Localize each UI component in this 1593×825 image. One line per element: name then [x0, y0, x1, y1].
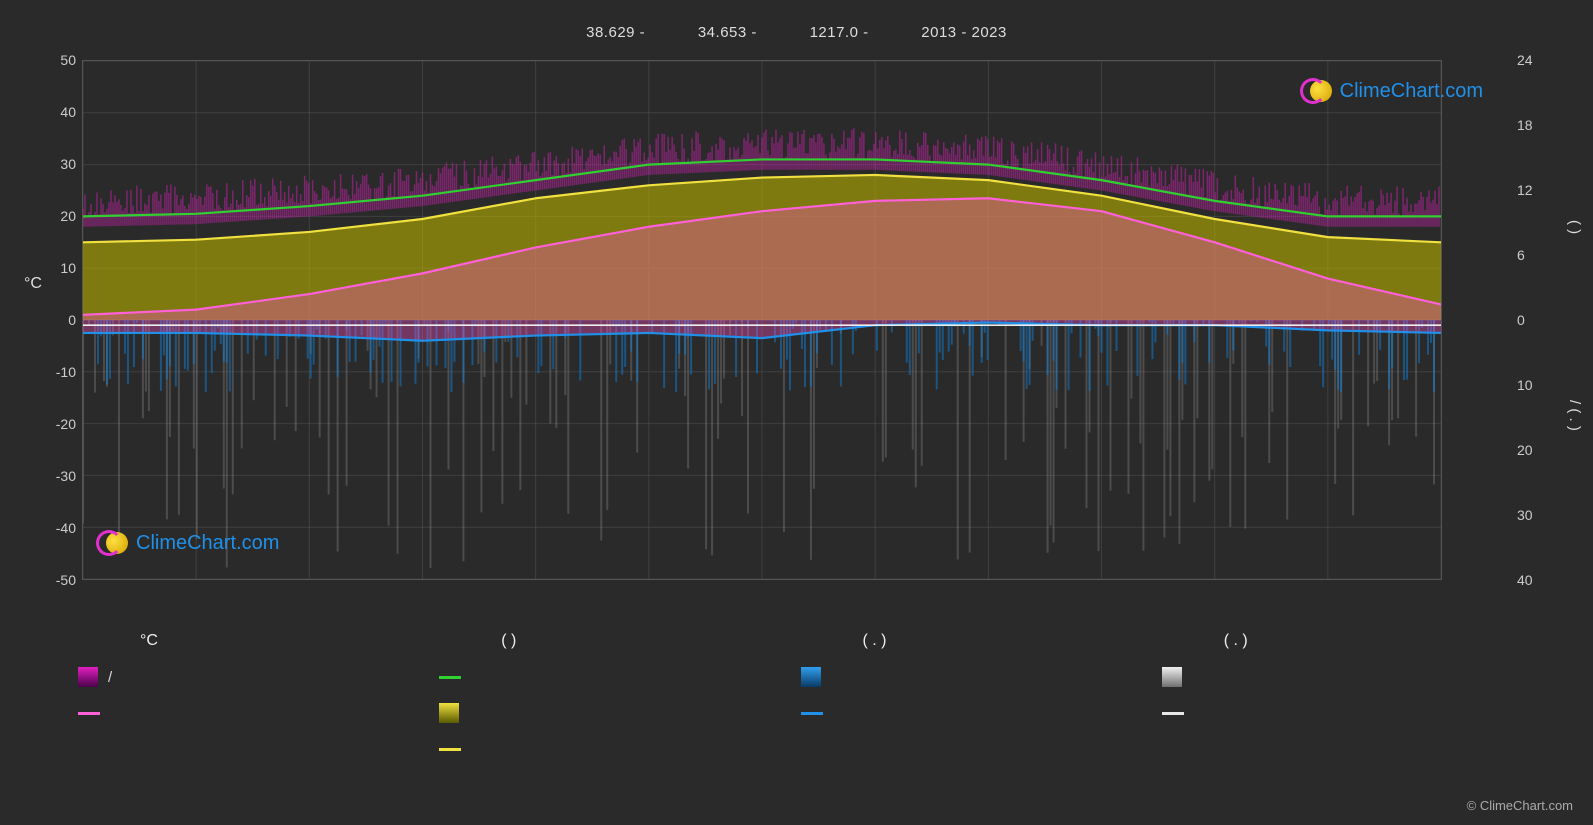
legend-header: ( . ) [1158, 628, 1519, 654]
y-tick-right: 40 [1517, 572, 1533, 588]
y-tick-left: -40 [56, 520, 76, 536]
y-tick-left: 40 [60, 104, 76, 120]
legend: °C( )( . )( . )/ [74, 628, 1519, 762]
y-tick-right: 6 [1517, 247, 1525, 263]
y-tick-left: -20 [56, 416, 76, 432]
legend-item [797, 736, 1158, 762]
climate-chart [82, 60, 1442, 580]
y-axis-right-label-lower: / ( . ) [1566, 400, 1583, 431]
legend-header: ( . ) [797, 628, 1158, 654]
legend-item [435, 700, 796, 726]
meta-lat: 38.629 - [586, 24, 645, 41]
climechart-icon [96, 530, 130, 556]
legend-item [74, 736, 435, 762]
y-tick-right: 24 [1517, 52, 1533, 68]
brand-logo-top: ClimeChart.com [1300, 78, 1483, 104]
chart-metadata: 38.629 - 34.653 - 1217.0 - 2013 - 2023 [0, 24, 1593, 41]
legend-item [797, 664, 1158, 690]
legend-item [435, 664, 796, 690]
x-ticks [82, 584, 1442, 604]
y-tick-left: 20 [60, 208, 76, 224]
meta-years: 2013 - 2023 [921, 24, 1007, 41]
legend-label: / [108, 669, 112, 686]
y-axis-right-label-upper: ( ) [1566, 220, 1583, 234]
y-tick-left: -50 [56, 572, 76, 588]
y-tick-right: 30 [1517, 507, 1533, 523]
brand-text: ClimeChart.com [136, 532, 279, 555]
y-tick-left: 10 [60, 260, 76, 276]
legend-item [1158, 664, 1519, 690]
chart-svg [83, 61, 1441, 579]
y-tick-left: 30 [60, 156, 76, 172]
legend-header: ( ) [435, 628, 796, 654]
meta-lon: 34.653 - [698, 24, 757, 41]
y-tick-right: 18 [1517, 117, 1533, 133]
y-tick-right: 0 [1517, 312, 1525, 328]
y-tick-left: 0 [68, 312, 76, 328]
legend-item [435, 736, 796, 762]
legend-item [74, 700, 435, 726]
climechart-icon [1300, 78, 1334, 104]
legend-item [797, 700, 1158, 726]
y-tick-right: 12 [1517, 182, 1533, 198]
y-tick-left: 50 [60, 52, 76, 68]
y-tick-right: 20 [1517, 442, 1533, 458]
copyright: © ClimeChart.com [1467, 798, 1573, 813]
brand-text: ClimeChart.com [1340, 80, 1483, 103]
y-ticks-right: 2418126010203040 [1513, 60, 1549, 580]
legend-header: °C [74, 628, 435, 654]
legend-item [1158, 736, 1519, 762]
y-tick-left: -10 [56, 364, 76, 380]
legend-item [1158, 700, 1519, 726]
y-axis-left-label: °C [24, 275, 42, 293]
y-tick-left: -30 [56, 468, 76, 484]
brand-logo-bottom: ClimeChart.com [96, 530, 279, 556]
legend-item: / [74, 664, 435, 690]
meta-elev: 1217.0 - [810, 24, 869, 41]
y-ticks-left: 50403020100-10-20-30-40-50 [44, 60, 80, 580]
y-tick-right: 10 [1517, 377, 1533, 393]
